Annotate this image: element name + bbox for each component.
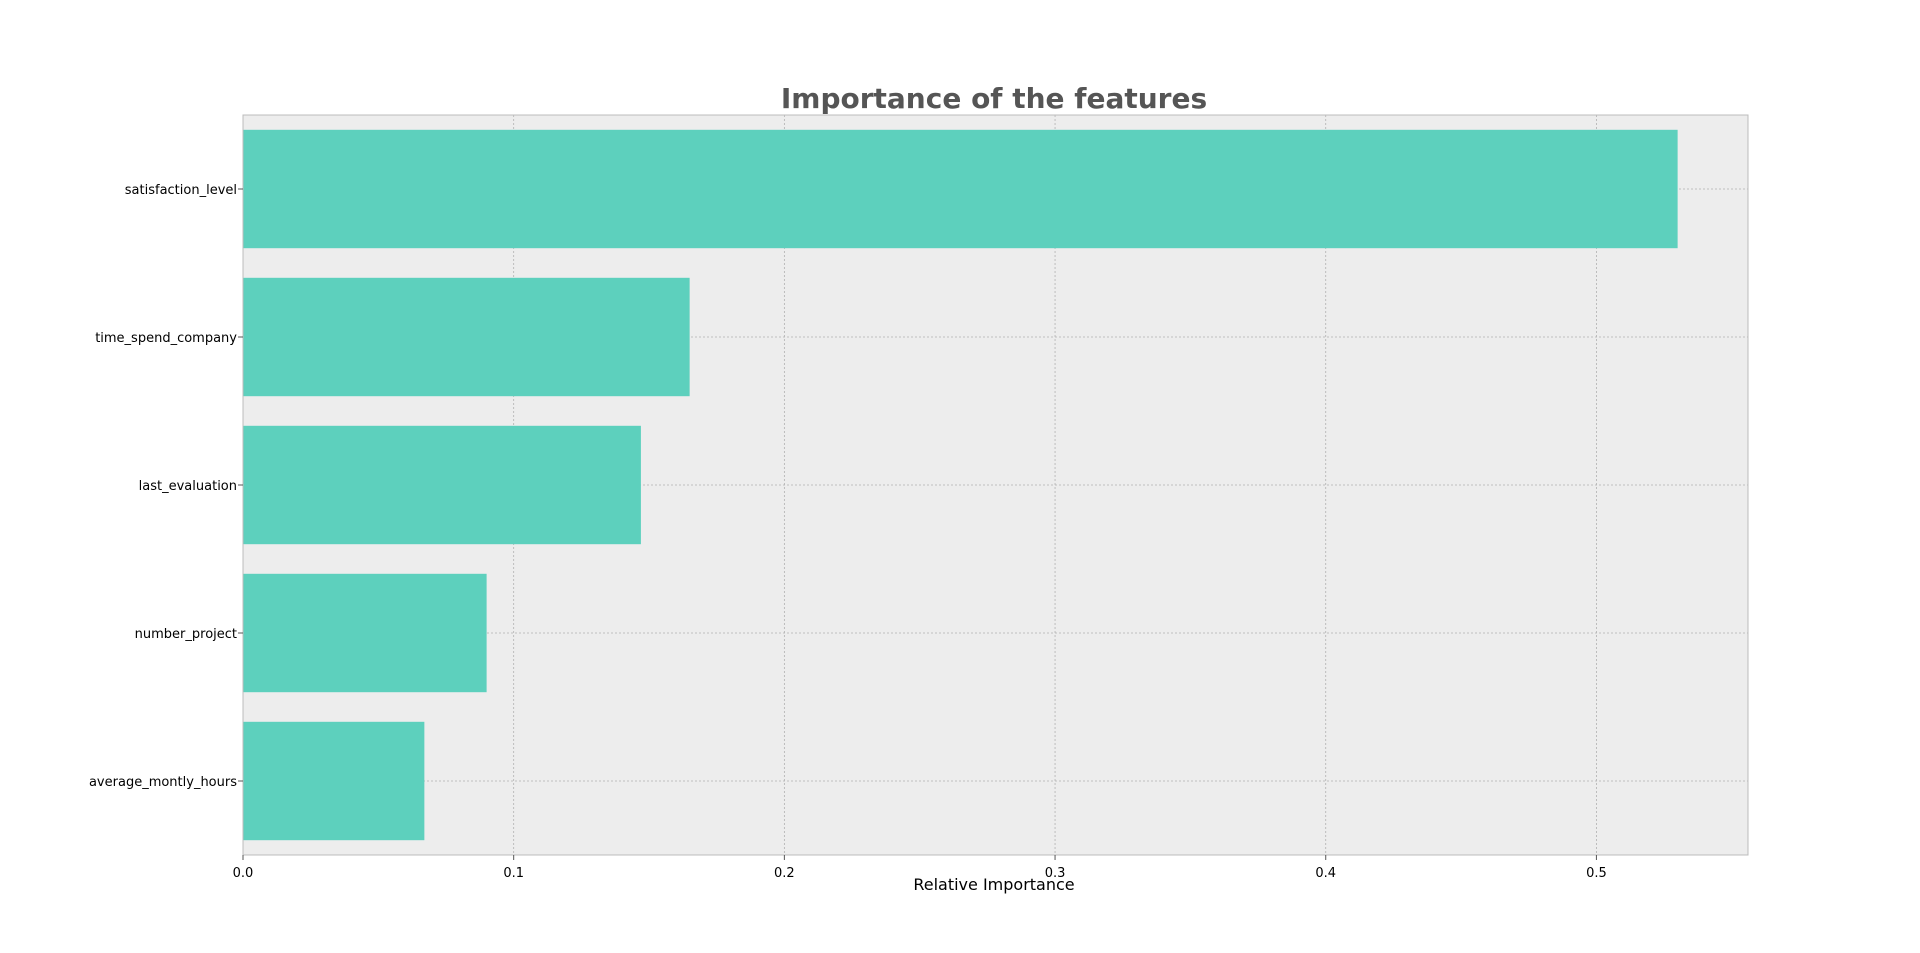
x-tick-label: 0.0 xyxy=(233,866,254,881)
x-tick-label: 0.3 xyxy=(1045,866,1066,881)
y-tick-label: satisfaction_level xyxy=(125,183,237,198)
x-tick-label: 0.5 xyxy=(1586,866,1607,881)
bar-number-project xyxy=(243,573,487,693)
y-tick-label: average_montly_hours xyxy=(89,775,237,790)
bar-satisfaction-level xyxy=(243,129,1678,249)
x-tick-label: 0.2 xyxy=(774,866,795,881)
y-tick-label: number_project xyxy=(135,627,237,642)
bars xyxy=(243,129,1678,841)
chart-title: Importance of the features xyxy=(781,82,1207,115)
x-axis-ticks: 0.0 0.1 0.2 0.3 0.4 0.5 xyxy=(233,855,1607,881)
bar-last-evaluation xyxy=(243,425,641,545)
x-tick-label: 0.4 xyxy=(1315,866,1336,881)
y-tick-label: last_evaluation xyxy=(139,479,237,494)
bar-time-spend-company xyxy=(243,277,690,397)
x-axis-label: Relative Importance xyxy=(913,875,1074,894)
x-tick-label: 0.1 xyxy=(503,866,524,881)
y-tick-label: time_spend_company xyxy=(95,331,237,346)
y-axis-ticks: satisfaction_level time_spend_companylast… xyxy=(89,183,243,790)
bar-average-montly-hours xyxy=(243,721,425,841)
